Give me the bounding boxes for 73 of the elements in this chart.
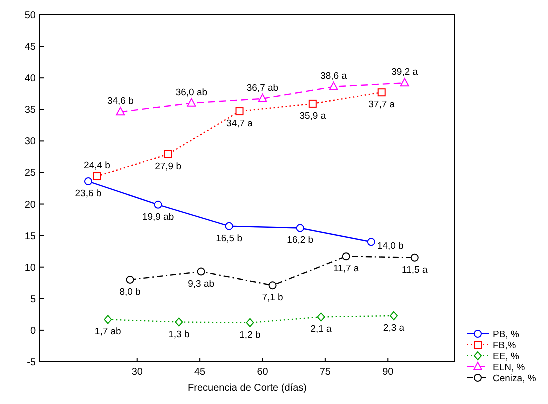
y-tick-label: 10 (24, 262, 36, 274)
data-label: 14,0 b (377, 241, 404, 252)
point (116, 107, 126, 116)
data-label: 37,7 a (368, 100, 396, 111)
y-tick-label: 35 (24, 105, 36, 116)
point (258, 94, 268, 102)
point (400, 78, 410, 87)
point (268, 282, 277, 290)
data-label: 38,6 a (320, 70, 348, 82)
legend-label: Ceniza, % (493, 374, 537, 384)
data-label: 35,9 a (300, 110, 327, 122)
point (197, 268, 206, 276)
x-axis-title: Frecuencia de Corte (días) (188, 383, 307, 394)
point (236, 108, 244, 116)
data-label: 1,7 ab (94, 326, 122, 338)
y-tick-label: 25 (24, 168, 36, 180)
data-label: 1,3 b (168, 329, 190, 340)
y-tick-label: 40 (24, 74, 36, 85)
legend-label: PB, % (493, 330, 520, 340)
point (342, 252, 350, 261)
point (187, 98, 196, 107)
legend-label: EE, % (493, 352, 520, 362)
legend-label: FB,% (493, 340, 517, 352)
y-tick-label: 15 (24, 231, 36, 242)
y-tick-label: 20 (24, 200, 36, 211)
y-tick-label: 50 (24, 10, 36, 22)
point (175, 318, 184, 327)
point (378, 88, 386, 97)
point (246, 318, 254, 328)
y-tick-label: 45 (24, 42, 36, 54)
data-label: 36,0 ab (176, 87, 208, 98)
point (93, 172, 102, 181)
y-tick-label: 0 (30, 326, 36, 337)
point (84, 178, 92, 186)
point (367, 238, 376, 246)
legend-label: ELN, % (493, 362, 526, 374)
data-label: 34,6 b (107, 96, 134, 108)
y-tick-label: 30 (24, 136, 36, 148)
data-label: 2,1 a (310, 324, 333, 336)
point (164, 150, 172, 158)
data-label: 11,7 a (333, 264, 360, 275)
point (390, 311, 398, 320)
point (329, 82, 338, 90)
point (410, 254, 419, 262)
x-tick-label: 45 (194, 367, 206, 378)
data-label: 19,9 ab (142, 212, 174, 223)
point (225, 222, 234, 230)
x-tick-label: 60 (257, 367, 269, 378)
y-tick-label: -5 (27, 358, 36, 368)
data-label: 27,9 b (155, 161, 182, 172)
data-label: 34,7 a (226, 118, 254, 130)
point (296, 224, 304, 232)
data-label: 36,7 ab (246, 82, 279, 94)
data-label: 39,2 a (392, 67, 419, 78)
data-label: 9,3 ab (188, 278, 215, 290)
data-label: 16,5 b (216, 233, 243, 244)
data-label: 23,6 b (75, 188, 102, 200)
point (154, 200, 162, 209)
point (126, 276, 134, 284)
y-tick-label: 5 (30, 294, 36, 306)
data-label: 7,1 b (262, 292, 284, 304)
point (308, 100, 317, 108)
data-label: 1,2 b (240, 330, 261, 341)
data-label: 2,3 a (383, 322, 406, 334)
data-label: 24,4 b (84, 160, 110, 172)
point (104, 315, 112, 324)
data-label: 8,0 b (120, 286, 141, 298)
point (317, 312, 326, 322)
x-tick-label: 75 (320, 367, 332, 378)
x-tick-label: 90 (382, 367, 394, 378)
data-label: 16,2 b (287, 235, 314, 246)
x-tick-label: 30 (132, 367, 144, 378)
data-label: 11,5 a (402, 264, 428, 276)
